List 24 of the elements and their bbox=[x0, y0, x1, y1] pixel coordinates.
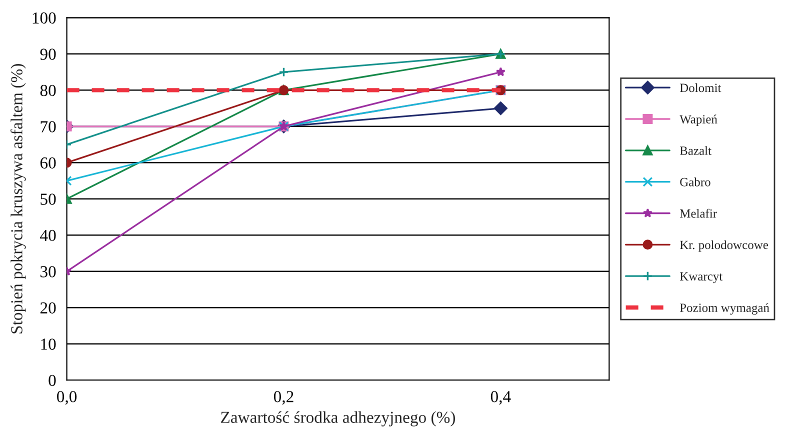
y-tick-label: 60 bbox=[40, 157, 56, 169]
legend-label: Kwarcyt bbox=[680, 272, 723, 284]
y-tick-label: 30 bbox=[40, 266, 56, 278]
y-tick-label: 100 bbox=[32, 12, 56, 24]
legend-label: Dolomit bbox=[680, 83, 722, 92]
y-tick-label: 80 bbox=[40, 84, 56, 96]
y-axis-title: Stopień pokrycia kruszywa asfaltem (%) bbox=[10, 64, 26, 334]
x-tick-label: 0,4 bbox=[490, 391, 511, 405]
y-tick-label: 0 bbox=[48, 374, 56, 386]
legend-label: Kr. polodowcowe bbox=[680, 240, 768, 252]
legend-label: Bazalt bbox=[680, 146, 712, 155]
legend-label: Wapień bbox=[680, 114, 718, 126]
legend-label: Poziom wymagań bbox=[680, 303, 770, 315]
x-tick-label: 0,2 bbox=[274, 391, 294, 405]
legend-label: Gabro bbox=[680, 178, 710, 186]
x-tick-label: 0,0 bbox=[57, 391, 77, 405]
y-tick-label: 20 bbox=[40, 302, 56, 314]
y-tick-label: 70 bbox=[40, 121, 56, 132]
legend-label: Melafir bbox=[680, 208, 717, 218]
x-axis-title: Zawartość środka adhezyjnego (%) bbox=[221, 411, 456, 426]
y-tick-label: 50 bbox=[40, 194, 56, 205]
y-tick-label: 10 bbox=[41, 338, 56, 350]
y-tick-label: 90 bbox=[40, 48, 56, 60]
y-tick-label: 40 bbox=[40, 230, 56, 242]
